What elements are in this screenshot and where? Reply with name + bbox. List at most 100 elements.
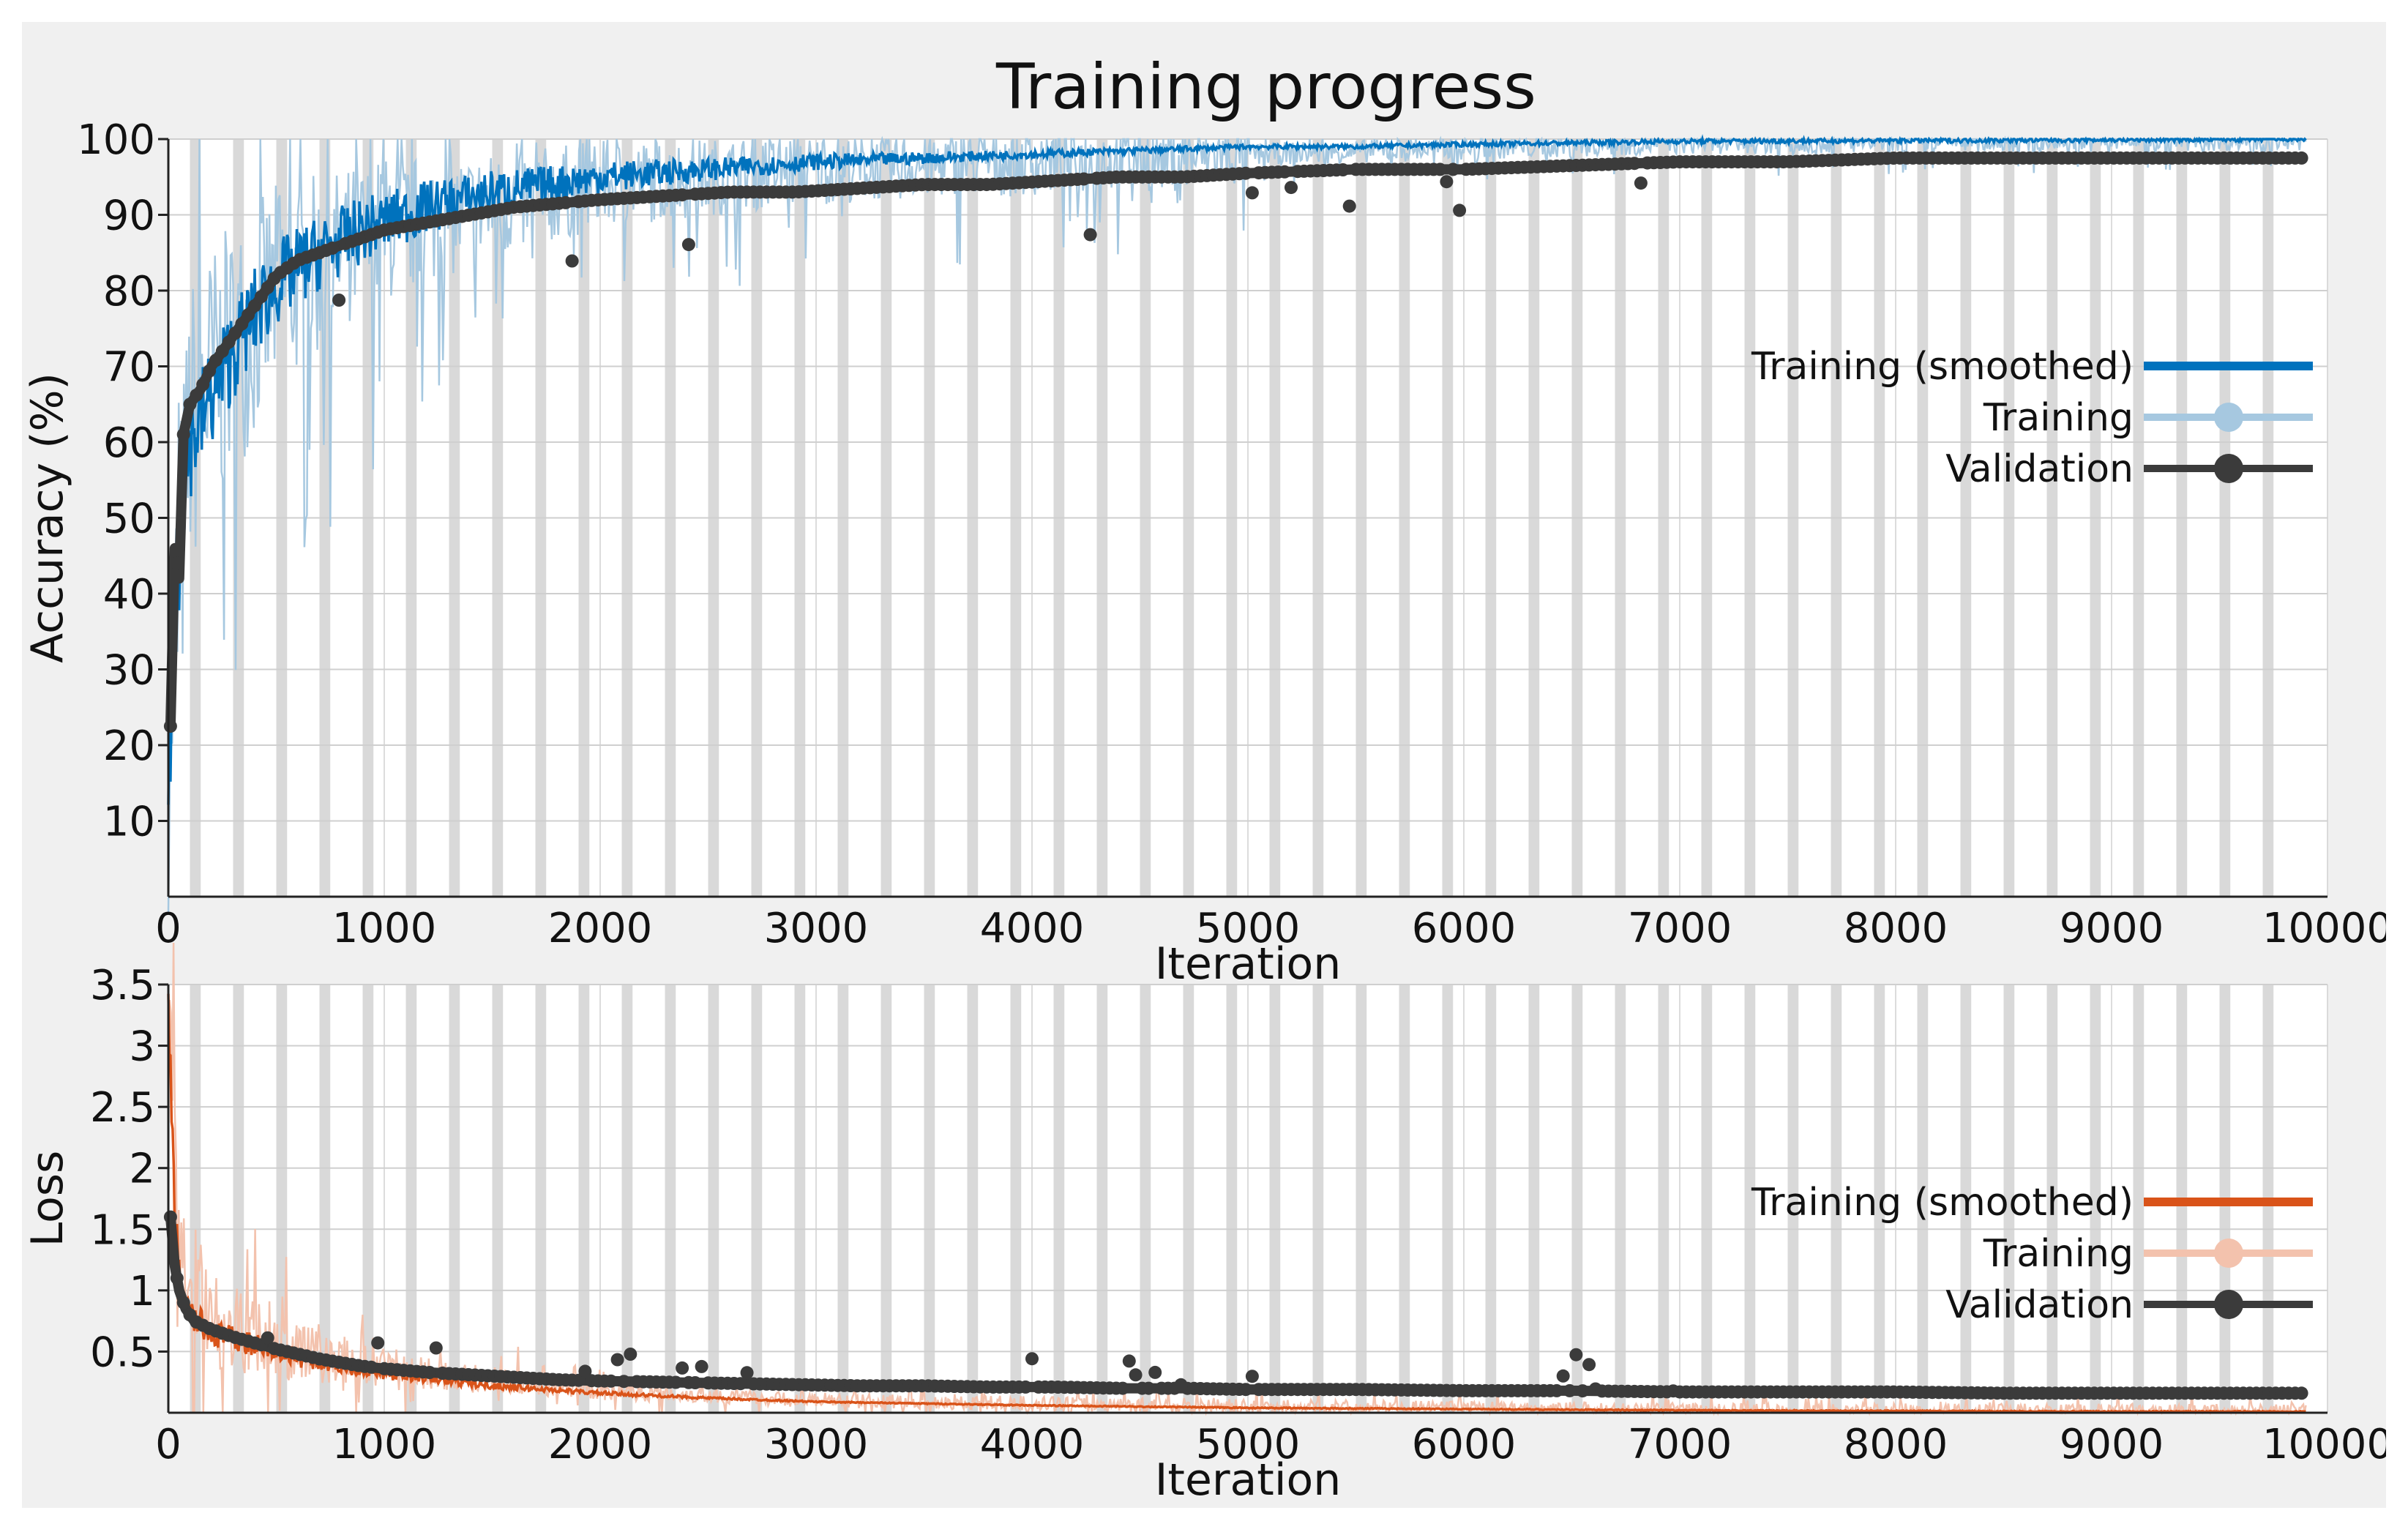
validation-point: [1129, 1368, 1143, 1382]
x-tick-label: 8000: [1844, 905, 1948, 952]
validation-point: [1077, 172, 1091, 186]
chart-title: Training progress: [995, 51, 1536, 124]
validation-point: [261, 1331, 274, 1345]
validation-point: [1446, 163, 1460, 176]
validation-point: [1576, 1384, 1590, 1398]
x-tick-label: 0: [155, 905, 182, 952]
validation-point: [1453, 203, 1467, 217]
epoch-band: [708, 985, 719, 1413]
y-tick-label: 0.5: [90, 1329, 155, 1376]
epoch-band: [449, 985, 460, 1413]
validation-point: [1569, 1348, 1583, 1361]
x-tick-label: 2000: [548, 1421, 653, 1468]
x-tick-label: 7000: [1628, 905, 1732, 952]
validation-point: [261, 280, 274, 294]
epoch-band: [751, 985, 763, 1413]
x-tick-label: 1000: [332, 1421, 437, 1468]
y-tick-label: 1.5: [90, 1206, 155, 1254]
epoch-band: [319, 985, 331, 1413]
validation-point: [610, 1353, 624, 1367]
validation-point: [1239, 166, 1252, 180]
epoch-band: [794, 985, 806, 1413]
validation-point: [578, 1364, 592, 1378]
x-tick-label: 5000: [1196, 905, 1301, 952]
epoch-band: [1269, 985, 1281, 1413]
x-tick-label: 9000: [2060, 1421, 2164, 1468]
y-tick-label: 80: [103, 268, 155, 315]
training-smoothed-line: [167, 993, 2306, 1414]
validation-point: [1019, 1380, 1033, 1394]
validation-point: [332, 294, 346, 307]
validation-point: [1083, 228, 1097, 242]
validation-point: [1278, 165, 1292, 179]
validation-point: [1122, 1354, 1136, 1368]
epoch-band: [1528, 985, 1540, 1413]
validation-point: [1148, 1365, 1162, 1379]
y-tick-label: 10: [103, 799, 155, 846]
epoch-band: [1010, 985, 1022, 1413]
validation-point: [1336, 163, 1350, 176]
validation-point: [1025, 1352, 1039, 1366]
epoch-band: [880, 985, 892, 1413]
validation-point: [604, 1374, 618, 1388]
epoch-band: [535, 985, 547, 1413]
y-tick-label: 90: [103, 193, 155, 240]
epoch-band: [1096, 985, 1108, 1413]
legend-label: Training (smoothed): [1751, 345, 2134, 389]
y-tick-label: 2: [129, 1146, 155, 1193]
validation-point: [1245, 1370, 1259, 1383]
y-axis-label: Loss: [22, 1151, 73, 1247]
x-tick-label: 10000: [2262, 1421, 2386, 1468]
validation-point: [1142, 1381, 1156, 1395]
epoch-band: [665, 985, 676, 1413]
validation-point: [558, 195, 572, 209]
validation-point: [1549, 1383, 1563, 1397]
legend-swatch-marker: [2214, 403, 2243, 432]
loss-plot: 0.5 1 1.5 2 2.5 3 3.5 0 1000 2000 3000 4000 5000 6000…: [22, 942, 2386, 1506]
x-tick-label: 1000: [332, 905, 437, 952]
training-smoothed-line: [167, 134, 2307, 805]
x-tick-label: 8000: [1844, 1421, 1948, 1468]
validation-point: [1115, 1381, 1129, 1395]
epoch-band: [1356, 985, 1367, 1413]
y-tick-label: 40: [103, 571, 155, 619]
validation-point: [1556, 1369, 1570, 1383]
x-tick-label: 0: [155, 1421, 182, 1468]
epoch-band: [2003, 985, 2015, 1413]
validation-point: [183, 397, 197, 411]
y-tick-label: 3: [129, 1023, 155, 1071]
epoch-band: [2133, 985, 2145, 1413]
epoch-band: [2090, 985, 2101, 1413]
validation-point: [1342, 199, 1356, 213]
training-progress-panel: Training progress 10 20 30 40 50 60 70 80 90 100 0…: [22, 22, 2386, 1508]
epoch-band: [362, 985, 374, 1413]
validation-point: [1239, 1383, 1252, 1397]
validation-point: [203, 364, 217, 378]
validation-point: [565, 254, 579, 268]
validation-point: [242, 308, 255, 322]
epoch-band: [1312, 985, 1324, 1413]
validation-point: [1245, 186, 1259, 200]
legend-label: Training (smoothed): [1751, 1181, 2134, 1225]
epoch-band: [578, 985, 590, 1413]
x-tick-label: 3000: [764, 905, 869, 952]
validation-point: [695, 1359, 708, 1373]
legend-swatch-marker: [2214, 1290, 2243, 1319]
validation-point: [740, 1366, 754, 1380]
epoch-band: [1831, 985, 1842, 1413]
legend-label: Validation: [1945, 1283, 2134, 1327]
validation-point: [371, 1336, 385, 1350]
validation-point: [423, 1366, 436, 1379]
x-axis-label: Iteration: [1155, 1454, 1342, 1506]
validation-point: [681, 238, 695, 252]
validation-point: [733, 1377, 747, 1391]
y-tick-label: 60: [103, 419, 155, 467]
epoch-band: [1615, 985, 1626, 1413]
x-tick-label: 10000: [2262, 905, 2386, 952]
x-tick-label: 7000: [1628, 1421, 1732, 1468]
validation-point: [1634, 176, 1648, 190]
epoch-band: [924, 985, 935, 1413]
y-tick-label: 100: [77, 116, 155, 164]
validation-point: [163, 720, 177, 733]
